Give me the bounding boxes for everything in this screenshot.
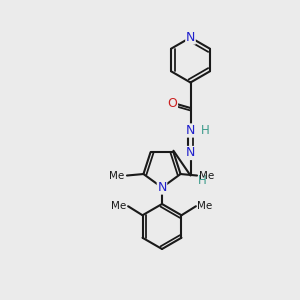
Text: Me: Me: [111, 201, 127, 211]
Text: N: N: [186, 146, 195, 160]
Text: Me: Me: [200, 170, 215, 181]
Text: Me: Me: [197, 201, 213, 211]
Text: Me: Me: [109, 170, 124, 181]
Text: H: H: [198, 174, 207, 188]
Text: H: H: [201, 124, 210, 137]
Text: O: O: [168, 97, 177, 110]
Text: N: N: [186, 124, 195, 137]
Text: N: N: [186, 31, 195, 44]
Text: N: N: [157, 181, 167, 194]
